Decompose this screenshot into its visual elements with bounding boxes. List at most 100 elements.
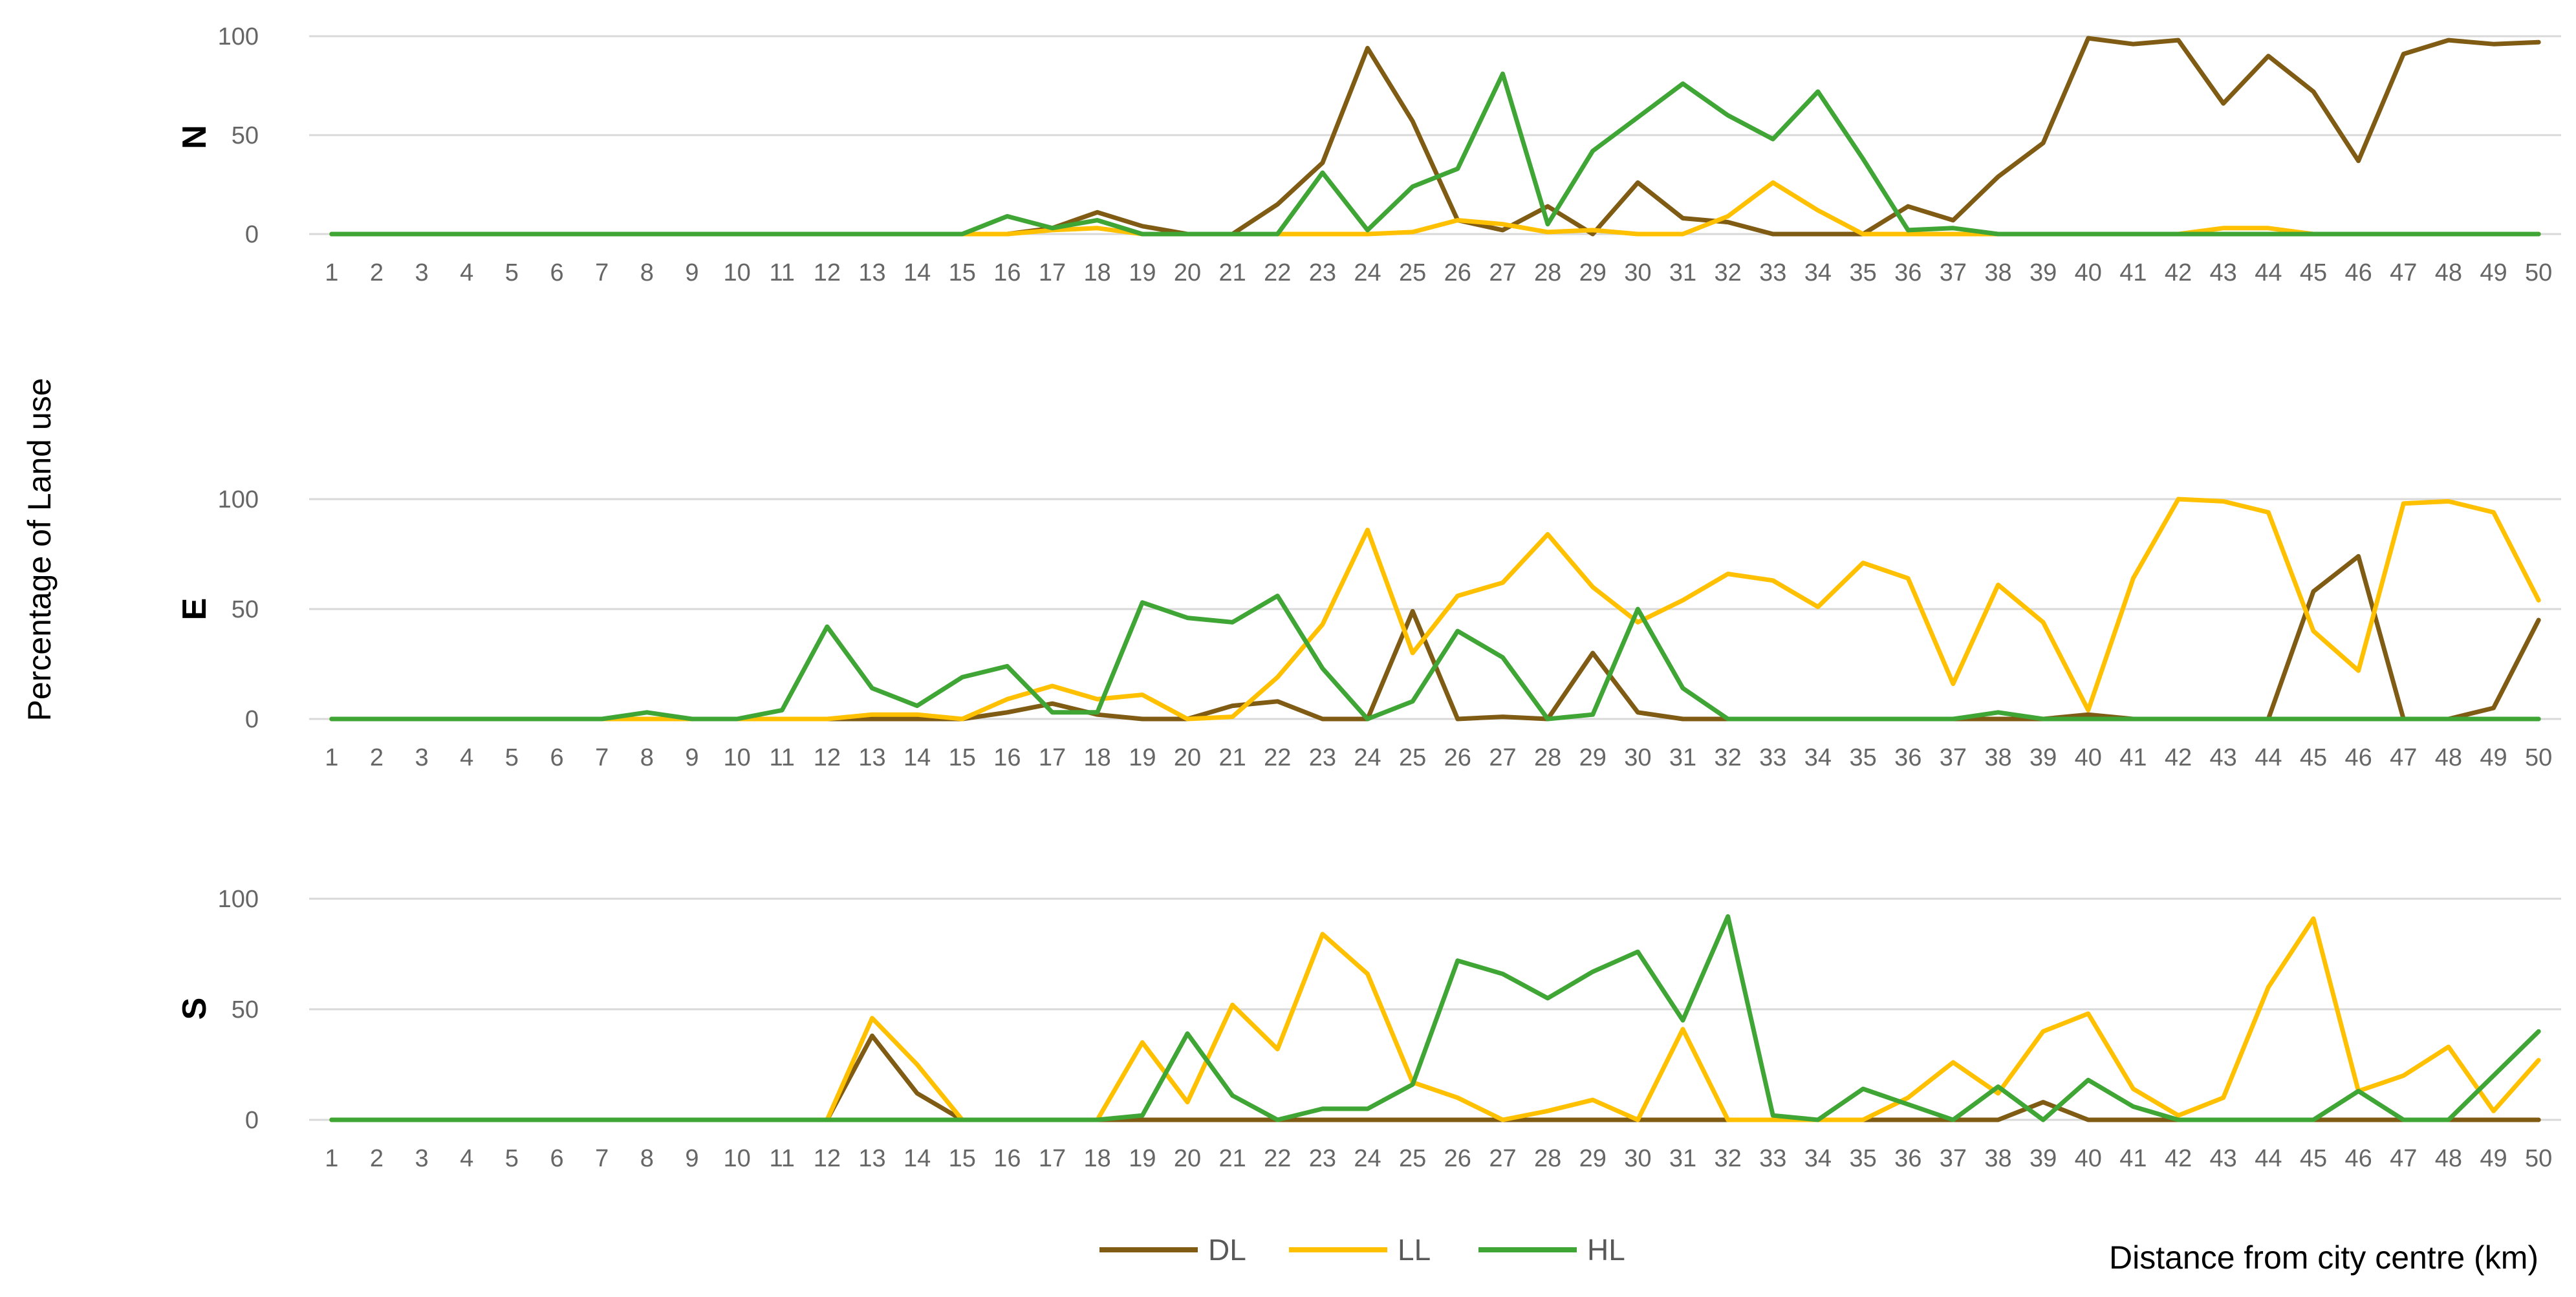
x-tick-label: 21 <box>1218 1145 1246 1172</box>
x-tick-label: 43 <box>2210 744 2237 771</box>
y-tick-label: 100 <box>218 23 259 50</box>
x-tick-label: 38 <box>1984 259 2011 286</box>
x-tick-label: 19 <box>1129 1145 1156 1172</box>
x-tick-label: 40 <box>2075 744 2102 771</box>
x-tick-label: 38 <box>1984 1145 2011 1172</box>
x-tick-label: 34 <box>1804 744 1832 771</box>
x-tick-label: 44 <box>2255 1145 2282 1172</box>
series-line-hl <box>329 594 2541 722</box>
series-line-ll <box>329 180 2541 237</box>
x-tick-label: 45 <box>2300 744 2327 771</box>
panel-label-n: N <box>176 125 213 149</box>
x-tick-label: 32 <box>1715 744 1742 771</box>
x-tick-label: 6 <box>550 259 563 286</box>
x-tick-label: 4 <box>460 1145 473 1172</box>
x-tick-label: 29 <box>1579 744 1607 771</box>
x-tick-label: 45 <box>2300 259 2327 286</box>
x-tick-label: 28 <box>1534 259 1561 286</box>
y-tick-label: 100 <box>218 886 259 913</box>
x-tick-label: 33 <box>1759 744 1786 771</box>
x-tick-label: 40 <box>2075 259 2102 286</box>
x-tick-label: 19 <box>1129 259 1156 286</box>
x-tick-label: 25 <box>1399 259 1426 286</box>
x-tick-label: 18 <box>1084 259 1111 286</box>
x-tick-label: 9 <box>685 744 698 771</box>
x-tick-label: 39 <box>2029 744 2057 771</box>
x-tick-label: 46 <box>2344 259 2372 286</box>
x-tick-label: 40 <box>2075 1145 2102 1172</box>
x-tick-label: 9 <box>685 259 698 286</box>
x-tick-label: 31 <box>1669 1145 1696 1172</box>
x-tick-label: 6 <box>550 744 563 771</box>
x-tick-label: 7 <box>595 1145 609 1172</box>
y-axis-label: Percentage of Land use <box>21 378 58 722</box>
y-tick-label: 50 <box>232 596 259 623</box>
x-tick-label: 42 <box>2165 1145 2192 1172</box>
x-tick-label: 27 <box>1489 1145 1516 1172</box>
x-tick-label: 28 <box>1534 744 1561 771</box>
x-tick-label: 14 <box>904 259 931 286</box>
legend-item-hl: HL <box>1478 1233 1625 1267</box>
x-tick-label: 17 <box>1039 259 1066 286</box>
x-tick-label: 35 <box>1849 1145 1876 1172</box>
x-tick-label: 50 <box>2525 1145 2552 1172</box>
x-tick-label: 35 <box>1849 744 1876 771</box>
x-tick-label: 8 <box>640 1145 654 1172</box>
x-tick-label: 12 <box>814 259 841 286</box>
x-tick-label: 22 <box>1264 259 1291 286</box>
x-tick-label: 3 <box>415 1145 429 1172</box>
x-tick-label: 13 <box>858 1145 885 1172</box>
x-tick-label: 5 <box>505 1145 519 1172</box>
x-tick-label: 21 <box>1218 744 1246 771</box>
x-tick-label: 7 <box>595 744 609 771</box>
x-tick-label: 1 <box>325 259 338 286</box>
x-tick-label: 34 <box>1804 259 1832 286</box>
x-tick-label: 42 <box>2165 259 2192 286</box>
x-tick-label: 47 <box>2390 1145 2417 1172</box>
x-tick-label: 22 <box>1264 1145 1291 1172</box>
x-tick-label: 22 <box>1264 744 1291 771</box>
x-tick-label: 17 <box>1039 1145 1066 1172</box>
x-tick-label: 8 <box>640 259 654 286</box>
x-tick-label: 38 <box>1984 744 2011 771</box>
x-tick-label: 41 <box>2119 744 2147 771</box>
x-tick-label: 41 <box>2119 259 2147 286</box>
series-line-hl <box>329 914 2541 1122</box>
x-tick-label: 34 <box>1804 1145 1832 1172</box>
x-tick-label: 15 <box>949 744 976 771</box>
panel-label-s: S <box>176 998 213 1020</box>
x-tick-label: 27 <box>1489 259 1516 286</box>
x-tick-label: 6 <box>550 1145 563 1172</box>
x-tick-label: 17 <box>1039 744 1066 771</box>
x-tick-label: 42 <box>2165 744 2192 771</box>
x-tick-label: 16 <box>993 259 1021 286</box>
x-tick-label: 30 <box>1624 1145 1651 1172</box>
legend: DL LL HL <box>1099 1233 1625 1267</box>
x-tick-label: 15 <box>949 259 976 286</box>
x-tick-label: 39 <box>2029 1145 2057 1172</box>
x-tick-label: 8 <box>640 744 654 771</box>
x-tick-label: 37 <box>1940 1145 1967 1172</box>
x-tick-label: 36 <box>1894 1145 1921 1172</box>
x-tick-label: 20 <box>1174 1145 1201 1172</box>
legend-item-dl: DL <box>1099 1233 1246 1267</box>
x-tick-label: 50 <box>2525 744 2552 771</box>
x-tick-label: 2 <box>370 259 384 286</box>
x-tick-label: 29 <box>1579 259 1607 286</box>
x-tick-label: 10 <box>723 259 750 286</box>
x-tick-label: 24 <box>1354 259 1381 286</box>
x-tick-label: 23 <box>1309 1145 1336 1172</box>
x-tick-label: 46 <box>2344 744 2372 771</box>
legend-label: DL <box>1208 1233 1246 1267</box>
legend-label: LL <box>1398 1233 1431 1267</box>
x-tick-label: 36 <box>1894 744 1921 771</box>
x-tick-label: 48 <box>2435 259 2462 286</box>
x-tick-label: 28 <box>1534 1145 1561 1172</box>
x-tick-label: 24 <box>1354 1145 1381 1172</box>
x-tick-label: 11 <box>769 1145 794 1172</box>
x-tick-label: 32 <box>1715 259 1742 286</box>
x-tick-label: 7 <box>595 259 609 286</box>
